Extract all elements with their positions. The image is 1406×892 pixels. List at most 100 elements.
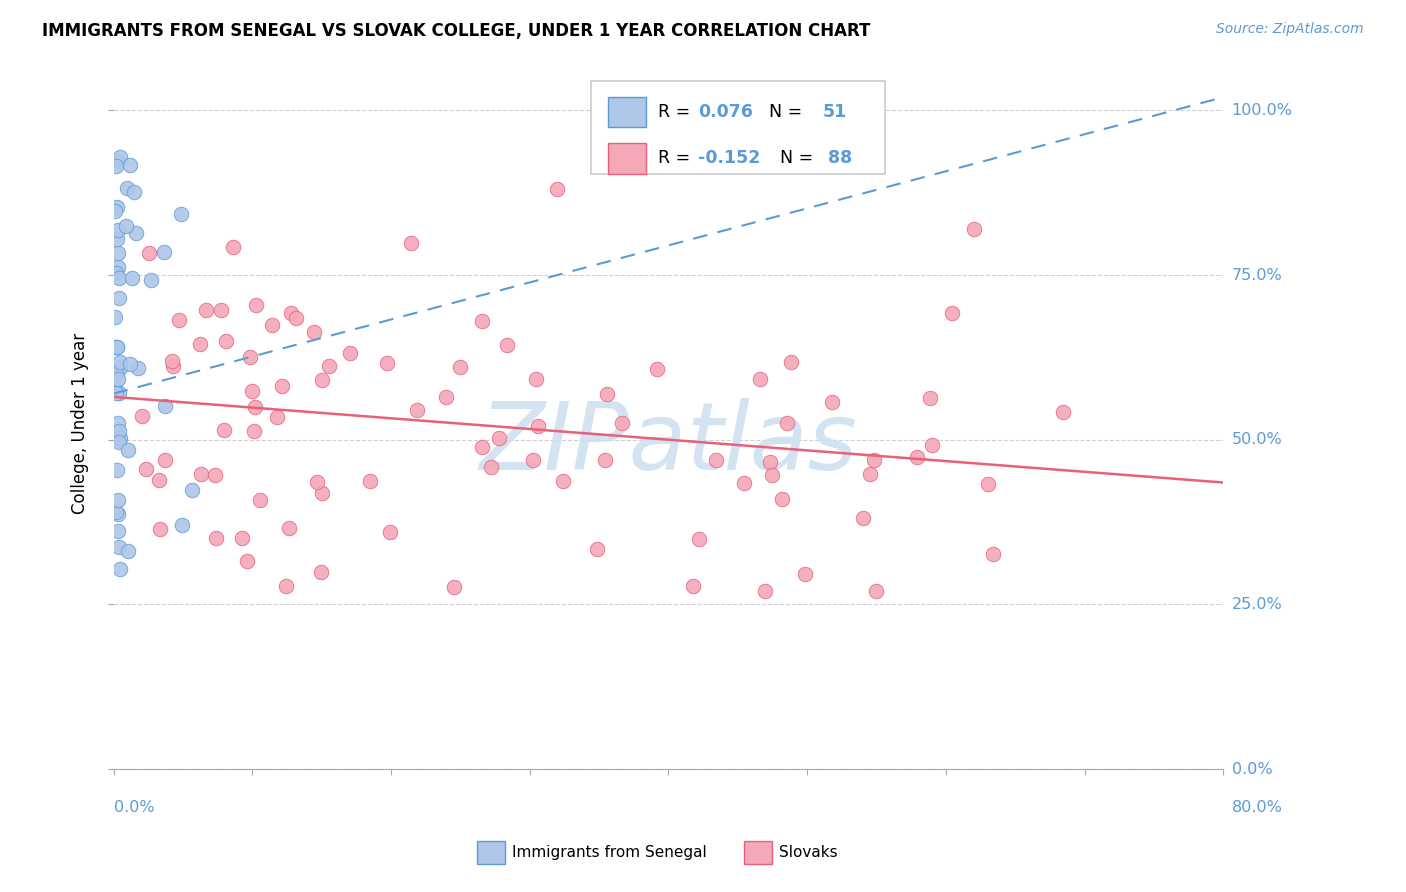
Point	[118, 159, 141, 173]
Point	[162, 359, 184, 374]
Point	[127, 361, 149, 376]
Point	[863, 452, 886, 467]
Point	[153, 245, 176, 260]
Point	[107, 222, 129, 236]
Point	[138, 245, 160, 260]
Point	[239, 351, 262, 365]
Point	[125, 226, 148, 240]
Point	[375, 356, 398, 370]
Point	[759, 455, 782, 469]
Point	[117, 543, 139, 558]
Text: 0.0%: 0.0%	[1232, 762, 1272, 777]
Point	[488, 431, 510, 445]
Point	[148, 473, 170, 487]
Point	[311, 373, 333, 387]
Point	[105, 463, 128, 477]
Point	[131, 409, 153, 423]
Point	[704, 453, 727, 467]
Point	[108, 385, 131, 400]
Point	[479, 460, 502, 475]
FancyBboxPatch shape	[591, 81, 884, 174]
Point	[141, 273, 163, 287]
Point	[107, 371, 129, 385]
Point	[733, 476, 755, 491]
Point	[585, 542, 607, 557]
Point	[108, 431, 131, 445]
Point	[761, 467, 783, 482]
Point	[553, 474, 575, 488]
Point	[108, 360, 131, 375]
Point	[117, 442, 139, 457]
Point	[302, 325, 325, 339]
Point	[214, 423, 236, 437]
Point	[449, 359, 471, 374]
Point	[471, 314, 494, 328]
Point	[380, 524, 402, 539]
Point	[105, 366, 128, 380]
Point	[434, 390, 457, 404]
Point	[104, 505, 127, 519]
Point	[645, 362, 668, 376]
Point	[243, 424, 266, 438]
Point	[214, 334, 236, 348]
Text: 0.076: 0.076	[699, 103, 754, 121]
Text: N =: N =	[758, 103, 808, 121]
Point	[169, 313, 191, 327]
Point	[104, 339, 127, 353]
Point	[122, 185, 145, 199]
Y-axis label: College, Under 1 year: College, Under 1 year	[72, 333, 89, 514]
Point	[105, 266, 128, 280]
Point	[280, 306, 302, 320]
Point	[105, 431, 128, 445]
Point	[527, 419, 550, 434]
Point	[194, 303, 217, 318]
Point	[271, 379, 294, 393]
Text: ZIPatlas: ZIPatlas	[479, 399, 858, 490]
Text: Immigrants from Senegal: Immigrants from Senegal	[512, 846, 707, 860]
Point	[546, 182, 568, 196]
Text: IMMIGRANTS FROM SENEGAL VS SLOVAK COLLEGE, UNDER 1 YEAR CORRELATION CHART: IMMIGRANTS FROM SENEGAL VS SLOVAK COLLEG…	[42, 22, 870, 40]
Point	[115, 181, 138, 195]
Point	[359, 474, 381, 488]
Text: Slovaks: Slovaks	[779, 846, 838, 860]
Point	[852, 511, 875, 525]
Point	[115, 219, 138, 233]
Point	[204, 467, 226, 482]
Point	[779, 355, 801, 369]
Point	[236, 554, 259, 568]
Point	[593, 453, 616, 467]
Point	[749, 372, 772, 386]
Point	[107, 260, 129, 274]
Point	[610, 417, 633, 431]
Point	[682, 579, 704, 593]
Point	[107, 507, 129, 521]
Point	[941, 305, 963, 319]
Point	[118, 357, 141, 371]
Point	[406, 403, 429, 417]
Point	[107, 154, 129, 169]
Point	[770, 492, 793, 507]
Point	[107, 270, 129, 285]
Point	[188, 336, 211, 351]
Point	[962, 222, 984, 236]
Point	[311, 486, 333, 500]
Point	[496, 338, 519, 352]
Text: 88: 88	[828, 149, 852, 168]
Point	[153, 453, 176, 467]
Point	[105, 386, 128, 401]
Point	[260, 318, 283, 333]
Point	[277, 521, 299, 535]
Point	[981, 547, 1004, 561]
Text: 50.0%: 50.0%	[1232, 433, 1282, 447]
Point	[754, 584, 776, 599]
Point	[245, 297, 267, 311]
Point	[339, 345, 361, 359]
Point	[105, 340, 128, 354]
Point	[121, 271, 143, 285]
Point	[865, 584, 887, 599]
Point	[108, 541, 131, 555]
Point	[170, 207, 193, 221]
Point	[107, 492, 129, 507]
Point	[107, 417, 129, 431]
Point	[108, 292, 131, 306]
